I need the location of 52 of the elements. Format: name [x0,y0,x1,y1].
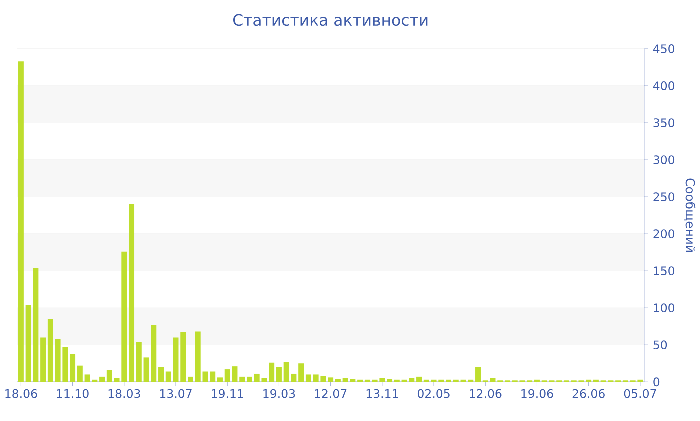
bar [180,332,186,382]
bar [210,372,216,382]
y-tick-label: 350 [654,118,675,128]
x-tick-label: 19.11 [212,389,244,398]
bar [276,367,282,382]
bar [40,338,46,382]
bar [106,370,112,382]
bar [173,338,179,382]
x-tick-label: 13.11 [366,389,398,398]
bar [166,372,172,382]
x-tick-label: 02.05 [418,389,450,398]
x-tick-label: 12.07 [315,389,347,398]
y-tick-label: 0 [654,378,660,386]
bar [335,379,341,382]
bar [240,376,246,382]
bar [328,378,334,382]
x-tick-label: 18.03 [108,389,140,398]
bar [476,367,481,382]
chart-title: Статистика активности [233,14,428,26]
x-tick-label: 11.10 [57,389,89,398]
y-tick-label: 250 [654,192,675,202]
y-tick-label: 450 [653,44,675,54]
bar [269,362,275,382]
bar [77,366,83,382]
y-tick-label: 300 [654,155,675,164]
y-tick-label: 150 [654,266,675,276]
y-tick-label: 400 [653,81,675,90]
y-tick-label: 200 [654,229,675,238]
bar [217,378,223,382]
x-tick-label: 26.06 [572,389,605,398]
x-tick-label: 19.03 [264,389,296,398]
x-tick-label: 13.07 [160,389,192,398]
bar [416,376,422,382]
bar [188,376,194,382]
bar [129,204,135,382]
x-tick-label: 19.06 [522,389,554,398]
y-axis-title: Сообщений [684,178,696,252]
bar [100,376,106,382]
bar [136,342,142,382]
bar [306,374,312,382]
y-tick-label: 100 [654,303,675,312]
bar [298,363,304,382]
bar [48,319,54,382]
bar [387,379,393,382]
bar [158,367,164,382]
x-tick-label: 18.06 [6,389,38,398]
bar [18,61,24,382]
x-tick-label: 12.06 [470,389,502,398]
y-tick-label: 50 [654,340,668,350]
bar [246,376,252,382]
x-tick-label: 05.07 [624,389,656,398]
bar [70,354,76,382]
